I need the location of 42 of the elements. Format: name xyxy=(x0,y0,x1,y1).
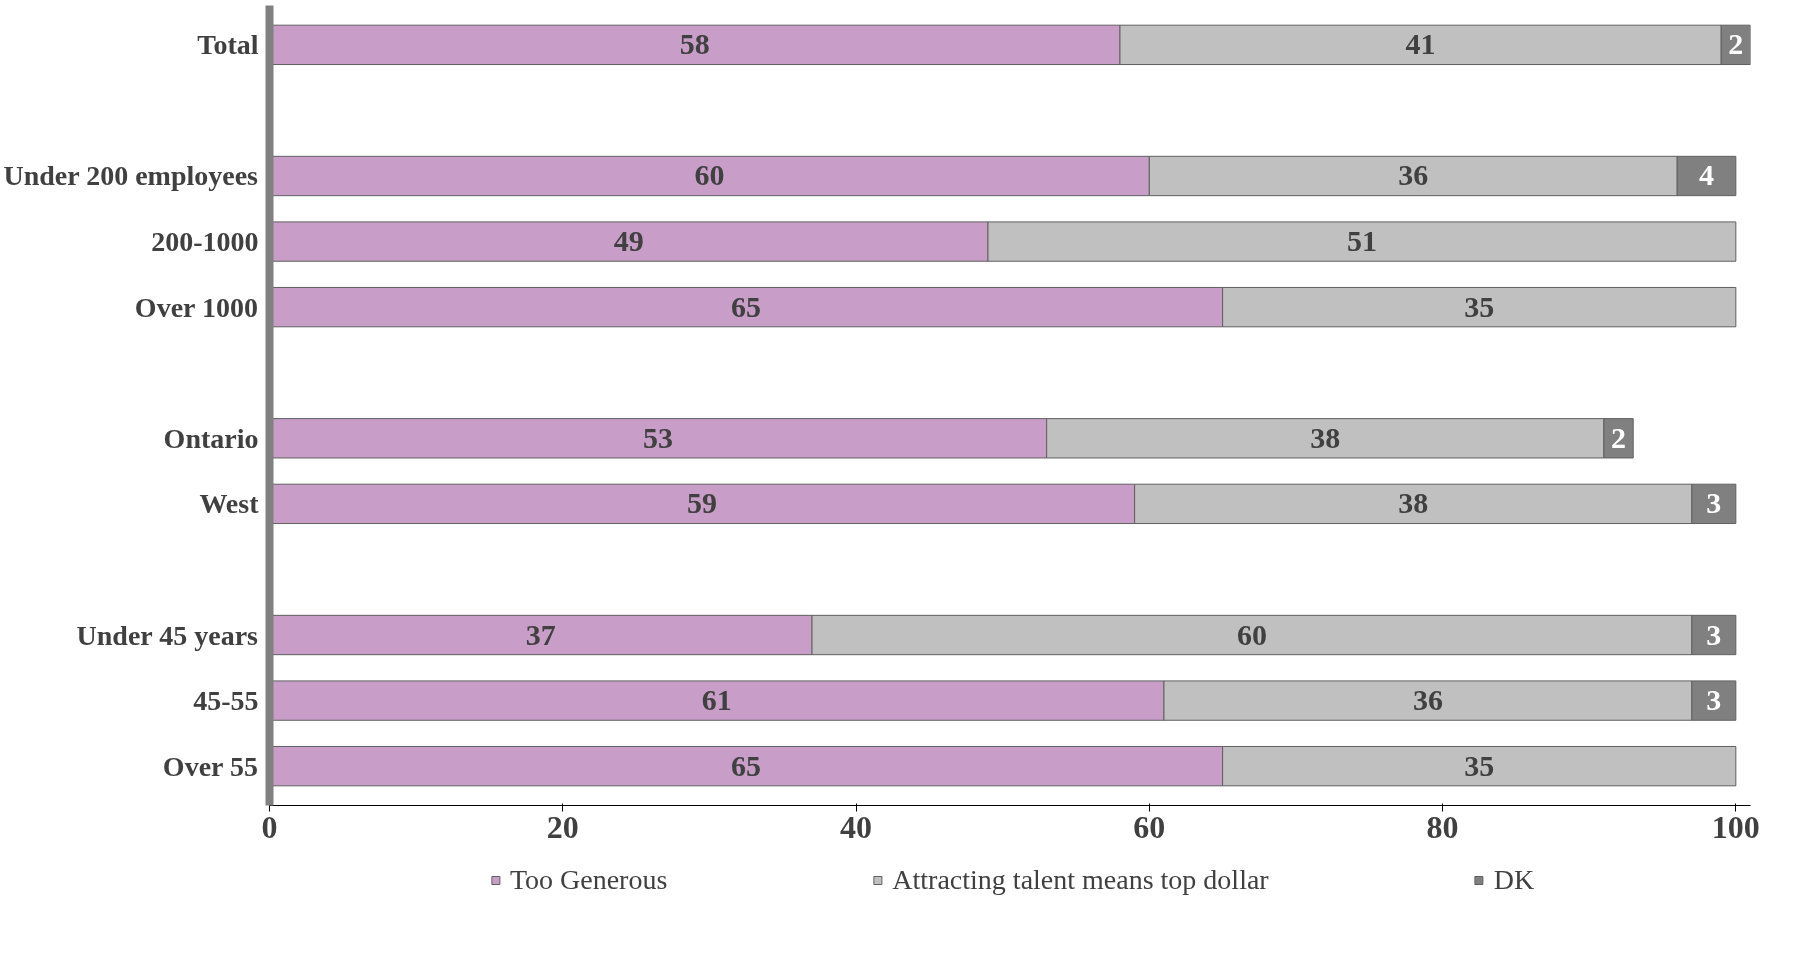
data-label: 36 xyxy=(1412,683,1443,717)
y-tick-label: Ontario xyxy=(163,422,259,454)
data-label: 38 xyxy=(1310,420,1341,454)
data-label: 36 xyxy=(1398,158,1429,192)
data-label: 60 xyxy=(694,158,725,192)
data-label: 37 xyxy=(525,617,556,651)
data-label: 35 xyxy=(1464,289,1495,323)
legend-label: Attracting talent means top dollar xyxy=(892,864,1269,896)
x-tick-label: 100 xyxy=(1711,808,1760,845)
y-tick-label: Over 55 xyxy=(162,750,259,782)
data-label: 3 xyxy=(1706,683,1722,717)
data-label: 35 xyxy=(1464,748,1495,782)
x-tick-label: 20 xyxy=(546,808,579,845)
data-label: 2 xyxy=(1611,420,1627,454)
y-tick-label: West xyxy=(199,488,260,520)
legend-label: DK xyxy=(1493,864,1535,896)
x-tick-label: 80 xyxy=(1426,808,1459,845)
data-label: 4 xyxy=(1699,158,1715,192)
y-tick-label: Under 45 years xyxy=(76,619,259,651)
data-label: 65 xyxy=(731,748,762,782)
y-tick-label: 45-55 xyxy=(193,685,259,717)
x-tick-label: 60 xyxy=(1133,808,1166,845)
data-label: 3 xyxy=(1706,486,1722,520)
data-label: 61 xyxy=(701,683,732,717)
y-tick-label: Over 1000 xyxy=(134,291,259,323)
x-tick-label: 40 xyxy=(840,808,873,845)
data-label: 59 xyxy=(687,486,718,520)
y-tick-label: Under 200 employees xyxy=(3,160,259,192)
data-label: 58 xyxy=(679,27,710,61)
y-tick-label: 200-1000 xyxy=(151,226,259,258)
data-label: 38 xyxy=(1398,486,1429,520)
data-label: 51 xyxy=(1346,224,1377,258)
data-label: 41 xyxy=(1405,27,1436,61)
data-label: 49 xyxy=(613,224,644,258)
data-label: 3 xyxy=(1706,617,1722,651)
data-label: 2 xyxy=(1728,27,1744,61)
data-label: 60 xyxy=(1236,617,1267,651)
y-tick-label: Total xyxy=(197,29,259,61)
legend-label: Too Generous xyxy=(509,864,668,896)
x-tick-label: 0 xyxy=(261,808,278,845)
data-label: 53 xyxy=(643,420,674,454)
data-label: 65 xyxy=(731,289,762,323)
